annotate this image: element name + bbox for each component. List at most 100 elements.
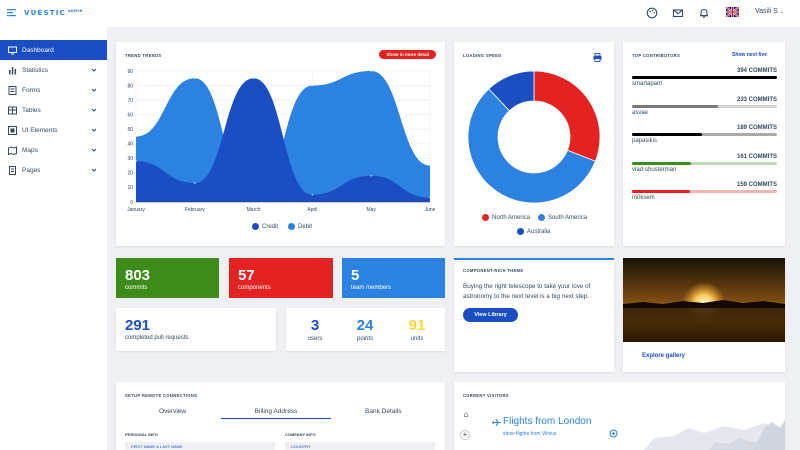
- user-name: Vasili S: [755, 8, 778, 15]
- components-stat-card: 57 components: [229, 258, 333, 298]
- tab-billing-address[interactable]: Billing Address: [221, 408, 331, 419]
- contributor-progress-bar: [632, 133, 777, 136]
- sidebar-item-maps[interactable]: Maps: [0, 140, 107, 160]
- contributor-progress-fill: [632, 161, 692, 165]
- top-contributors-card: TOP CONTRIBUTORS Show next five 394 COMM…: [623, 42, 785, 246]
- contributor-commits: 161 COMMITS: [736, 153, 777, 160]
- sidebar-item-ui-elements[interactable]: UI Elements: [0, 120, 107, 140]
- user-menu[interactable]: Vasili S ⌄: [755, 8, 784, 15]
- bell-icon[interactable]: [698, 7, 710, 19]
- credit-legend-dot: [252, 223, 259, 230]
- contributor-name: vlad-shusterman: [632, 166, 677, 173]
- pull-requests-card: 291 completed pull requests: [116, 308, 276, 351]
- menu-icon[interactable]: [7, 8, 16, 17]
- north-america-slice: [533, 70, 601, 162]
- pull-requests-label: completed pull requests: [125, 335, 189, 341]
- personal-info-heading: PERSONAL INFO: [125, 432, 158, 437]
- units-label: units: [410, 336, 424, 342]
- y-tick-label: 60: [127, 112, 133, 118]
- contributors-title: TOP CONTRIBUTORS: [632, 53, 681, 58]
- debit-area: [136, 71, 430, 202]
- explore-gallery-link[interactable]: Explore gallery: [642, 353, 686, 359]
- chevron-down-icon: [91, 128, 97, 132]
- x-tick-label: April: [307, 207, 317, 213]
- sidebar-item-forms[interactable]: Forms: [0, 80, 107, 100]
- sidebar-item-statistics[interactable]: Statistics: [0, 60, 107, 80]
- credit-point: [311, 193, 314, 196]
- remote-connections-card: SETUP REMOTE CONNECTIONS Overview Billin…: [116, 382, 445, 450]
- tab-overview[interactable]: Overview: [159, 408, 187, 415]
- y-tick-label: 30: [127, 156, 133, 162]
- debit-point: [370, 70, 373, 72]
- app-logo[interactable]: VUESTIC ADMIN: [24, 9, 83, 17]
- top-bar: VUESTIC ADMIN Vasili S ⌄: [0, 0, 800, 27]
- contributor-commits: 159 COMMITS: [736, 182, 777, 188]
- show-more-detail-button[interactable]: Show in more detail: [379, 50, 436, 59]
- sidebar-item-dashboard[interactable]: Dashboard: [0, 40, 107, 60]
- contributor-row: 394 COMMITS smartapant: [632, 68, 777, 87]
- contributor-progress-fill: [632, 104, 718, 108]
- x-tick-label: February: [185, 207, 206, 213]
- trend-card: TREND TRENDS Show in more detail 0 10 20 30…: [116, 42, 445, 246]
- commits-stat-card: 803 commits: [116, 258, 219, 298]
- south-america-legend-dot: [538, 214, 546, 221]
- sidebar-item-label: UI Elements: [22, 126, 58, 134]
- palette-icon[interactable]: [646, 7, 658, 19]
- loading-donut-chart: [467, 70, 601, 204]
- credit-legend-label: Credit: [262, 223, 279, 230]
- trend-title: TREND TRENDS: [125, 53, 162, 58]
- company-info-heading: COMPANY INFO: [285, 432, 316, 437]
- trend-chart: 0 10 20 30 40 50 60 70 80 90 January February March A…: [127, 69, 436, 213]
- x-tick-label: January: [127, 207, 145, 213]
- remote-title: SETUP REMOTE CONNECTIONS: [125, 393, 198, 398]
- world-map[interactable]: [454, 398, 785, 450]
- chevron-down-icon: [91, 108, 97, 112]
- view-library-button[interactable]: View Library: [463, 308, 518, 322]
- australia-legend-dot: [517, 228, 524, 235]
- contributor-progress-fill: [632, 133, 702, 136]
- north-america-legend-dot: [482, 214, 489, 221]
- australia-slice: [488, 70, 535, 112]
- y-tick-label: 0: [130, 200, 133, 206]
- kpi-card: 3 users 24 points 91 units: [286, 308, 445, 351]
- australia-legend-label: Australia: [527, 228, 551, 235]
- contributor-progress-bar: [632, 76, 777, 79]
- sidebar-item-tables[interactable]: Tables: [0, 100, 107, 120]
- monitor-icon: [8, 46, 17, 54]
- users-label: users: [307, 336, 323, 342]
- country-field[interactable]: COUNTRY: [285, 442, 435, 450]
- commits-label: commits: [125, 285, 148, 291]
- contributor-commits: 394 COMMITS: [736, 68, 777, 74]
- debit-legend-label: Debit: [298, 223, 313, 230]
- name-field[interactable]: FIRST NAME & LAST NAME: [125, 442, 275, 450]
- contributor-name: asvae: [632, 109, 649, 116]
- flights-sub[interactable]: show flights from Vilnius: [503, 431, 557, 437]
- credit-area: [136, 78, 430, 202]
- points-count: 24: [356, 317, 374, 334]
- zoom-in-button[interactable]: +: [460, 430, 470, 440]
- credit-point: [252, 77, 255, 80]
- contributor-commits: 189 COMMITS: [736, 125, 777, 131]
- location-target-icon[interactable]: [609, 429, 618, 438]
- tab-bank-details[interactable]: Bank Details: [365, 408, 402, 415]
- components-label: components: [238, 285, 271, 291]
- contributor-name: m0ksem: [632, 195, 655, 201]
- uk-flag-icon[interactable]: [726, 7, 739, 17]
- home-icon[interactable]: ⌂: [463, 410, 469, 419]
- credit-point: [370, 174, 373, 177]
- mail-icon[interactable]: [672, 7, 684, 19]
- plane-icon: [492, 418, 501, 427]
- south-america-slice: [467, 88, 596, 204]
- print-icon[interactable]: [593, 53, 602, 62]
- users-count: 3: [310, 317, 320, 334]
- credit-point: [135, 160, 137, 163]
- sidebar-item-label: Pages: [22, 166, 41, 174]
- contributor-name: smartapant: [632, 81, 663, 87]
- theme-title: COMPONENT-RICH THEME: [463, 268, 524, 273]
- x-tick-label: March: [247, 207, 261, 213]
- theme-text: Buying the right telescope to take your …: [463, 283, 591, 300]
- debit-legend-dot: [288, 223, 296, 230]
- show-next-five-link[interactable]: Show next five: [731, 52, 767, 58]
- contributor-row: 159 COMMITS m0ksem: [632, 182, 777, 201]
- sidebar-item-pages[interactable]: Pages: [0, 160, 107, 180]
